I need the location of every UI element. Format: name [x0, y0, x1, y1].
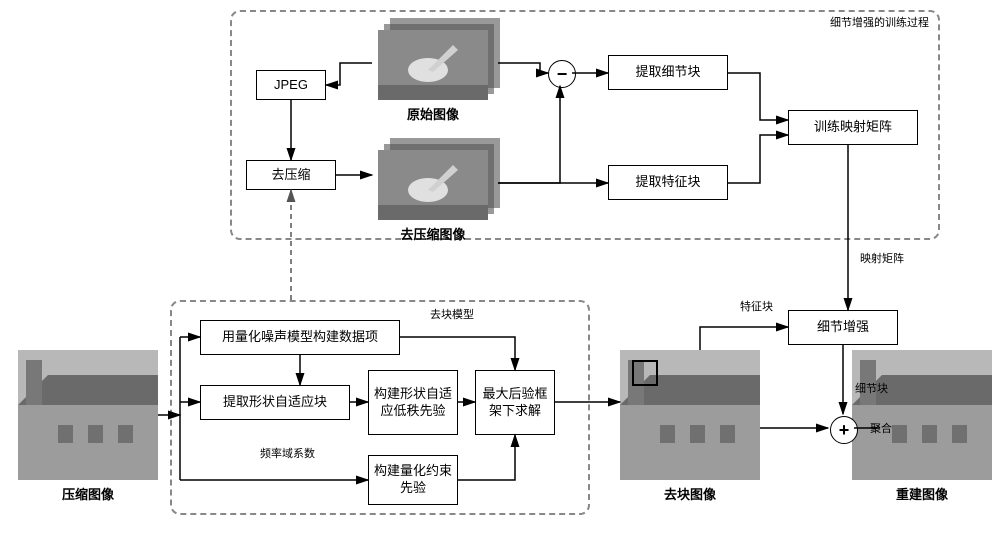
image-caption-recon: 重建图像	[852, 484, 992, 503]
edge-deblocked_to_detail_enh	[700, 327, 788, 350]
edge-label-detail_block: 细节块	[855, 380, 888, 396]
node-detail_enh: 细节增强	[788, 310, 898, 345]
group-title-deblock: 去块模型	[430, 306, 474, 322]
edge-label-aggregate: 聚合	[870, 420, 892, 436]
node-jpeg: JPEG	[256, 70, 326, 100]
node-quant_noise: 用量化噪声模型构建数据项	[200, 320, 400, 355]
edge-label-freq_coef: 频率域系数	[260, 445, 315, 461]
image-original	[378, 30, 488, 100]
image-caption-original: 原始图像	[378, 104, 488, 123]
edge-label-feat_block: 特征块	[740, 298, 773, 314]
diagram-canvas: 细节增强的训练过程去块模型 原始图像 去压缩图像 压缩图像 去块图像	[0, 0, 1000, 537]
edge-label-map_matrix: 映射矩阵	[860, 250, 904, 266]
node-lowrank_prior: 构建形状自适应低秩先验	[368, 370, 458, 435]
node-quant_prior: 构建量化约束先验	[368, 455, 458, 505]
image-caption-compressed: 压缩图像	[18, 484, 158, 503]
node-train_map: 训练映射矩阵	[788, 110, 918, 145]
patch-overlay-deblocked	[632, 360, 658, 386]
image-decomp	[378, 150, 488, 220]
image-caption-deblocked: 去块图像	[620, 484, 760, 503]
op-minus: −	[548, 60, 576, 88]
image-caption-decomp: 去压缩图像	[378, 224, 488, 243]
node-shape_block: 提取形状自适应块	[200, 385, 350, 420]
image-compressed	[18, 350, 158, 480]
group-title-training: 细节增强的训练过程	[830, 14, 929, 30]
node-extract_detail: 提取细节块	[608, 55, 728, 90]
node-map_solve: 最大后验框架下求解	[475, 370, 555, 435]
node-decompress: 去压缩	[246, 160, 336, 190]
image-recon	[852, 350, 992, 480]
op-plus: +	[830, 416, 858, 444]
node-extract_feat: 提取特征块	[608, 165, 728, 200]
